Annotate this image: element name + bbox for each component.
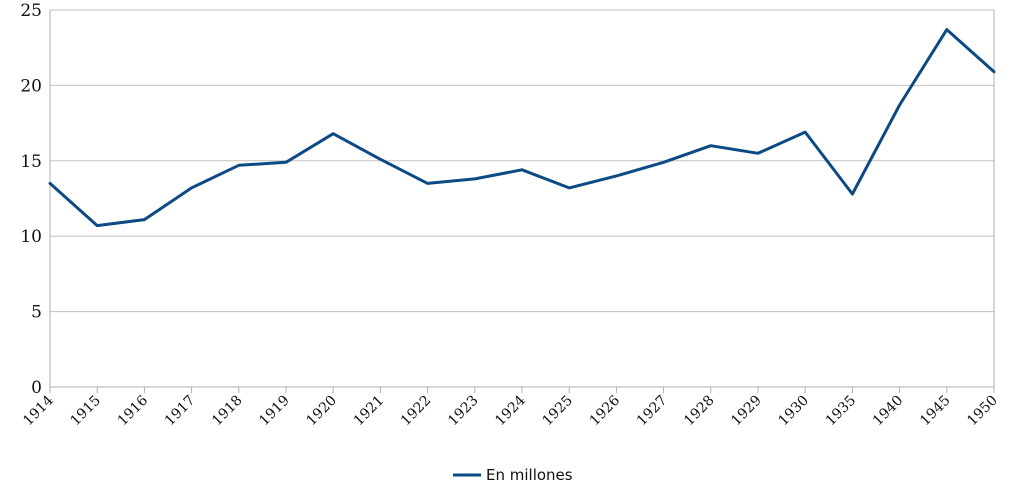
x-tick-label: 1916	[115, 392, 152, 429]
axes	[49, 10, 995, 393]
y-tick-label: 25	[20, 1, 42, 21]
y-tick-label: 5	[31, 303, 42, 323]
x-tick-label: 1950	[964, 393, 1001, 430]
legend: En millones	[453, 466, 573, 484]
x-tick-label: 1927	[634, 393, 671, 430]
y-tick-labels: 0 5 10 15 20 25	[20, 1, 42, 398]
x-tick-label: 1935	[823, 393, 860, 430]
x-tick-label: 1929	[728, 393, 765, 430]
y-tick-label: 15	[20, 152, 42, 172]
grid-lines	[50, 9, 994, 313]
x-tick-label: 1915	[68, 393, 105, 430]
x-tick-label: 1919	[256, 393, 293, 430]
y-tick-label: 10	[20, 227, 42, 247]
legend-label: En millones	[486, 466, 573, 484]
x-tick-labels: 1914 1915 1916 1917 1918 1919 1920 1921 1922 1923…	[20, 392, 1001, 429]
x-tick-label: 1922	[398, 393, 435, 430]
series-line-0	[48, 28, 996, 228]
x-tick-label: 1930	[776, 393, 813, 430]
series-layer	[48, 28, 996, 228]
x-tick-label: 1921	[351, 393, 388, 430]
x-tick-label: 1940	[870, 393, 907, 430]
x-tick-label: 1925	[540, 393, 577, 430]
x-tick-label: 1928	[681, 393, 718, 430]
x-tick-label: 1924	[492, 392, 529, 429]
x-tick-label: 1917	[162, 393, 199, 430]
x-tick-label: 1918	[209, 393, 246, 430]
x-tick-label: 1923	[445, 393, 482, 430]
y-tick-label: 0	[31, 378, 42, 398]
y-tick-label: 20	[20, 76, 42, 96]
x-tick-label: 1920	[304, 393, 341, 430]
x-tick-label: 1945	[917, 393, 954, 430]
x-tick-label: 1926	[587, 392, 624, 429]
